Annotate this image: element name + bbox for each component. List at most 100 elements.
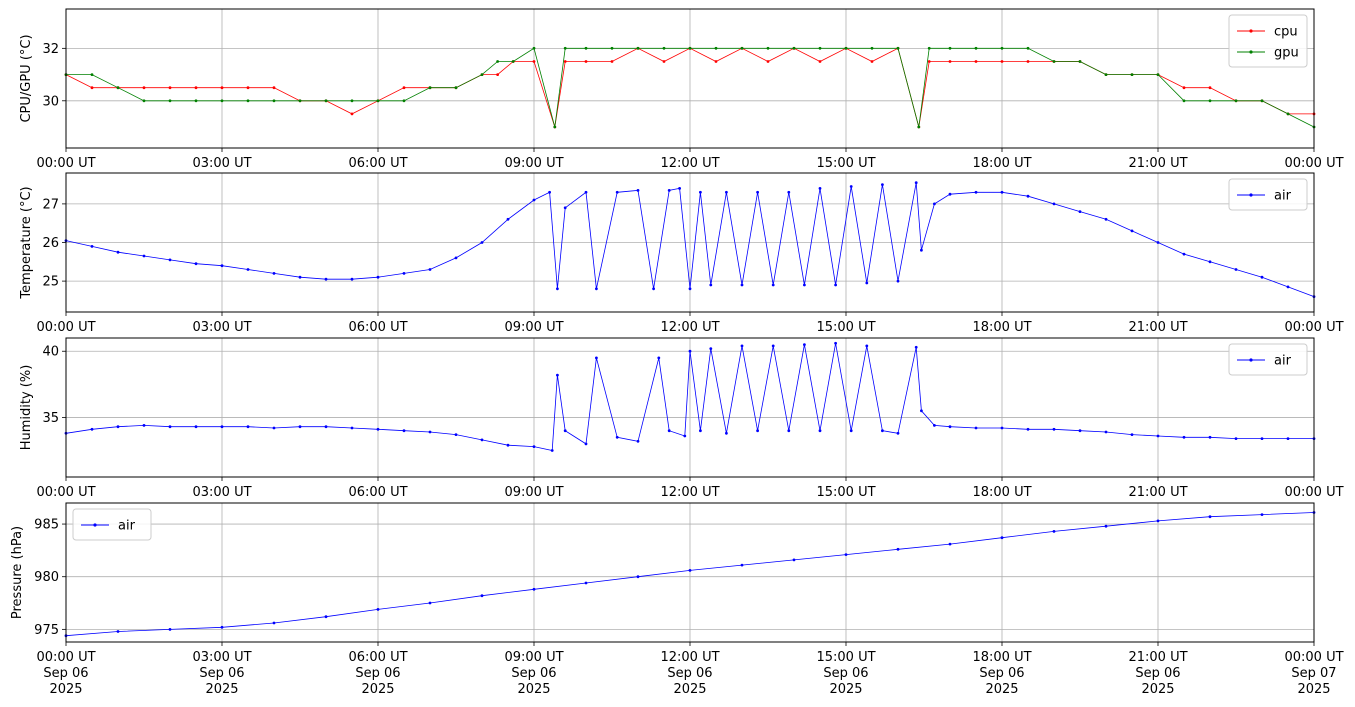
- data-point: [834, 283, 837, 287]
- data-point: [1208, 435, 1212, 439]
- data-point: [1156, 434, 1160, 438]
- data-point: [90, 245, 94, 248]
- data-point: [1156, 73, 1160, 76]
- data-point: [402, 429, 406, 433]
- data-point: [803, 343, 806, 346]
- chart-panel-3: 00:00 UT 03:00 UT 06:00 UT 09:00 UT 12:00 UT…: [19, 337, 1344, 500]
- data-point: [834, 341, 837, 345]
- data-point: [652, 287, 655, 291]
- data-point: [615, 435, 619, 439]
- data-point: [1052, 202, 1056, 206]
- x-tick-label: 21:00 UT: [1128, 320, 1187, 335]
- x-tick-label: 09:00 UT Sep 06 2025: [504, 650, 563, 697]
- data-point: [511, 60, 515, 63]
- data-point: [556, 373, 559, 377]
- data-point: [324, 425, 328, 429]
- y-tick-label: 27: [42, 197, 59, 212]
- y-axis-label: Temperature (°C): [19, 186, 34, 299]
- data-point: [116, 425, 120, 429]
- data-point: [818, 46, 822, 50]
- data-point: [584, 46, 588, 50]
- data-point: [584, 190, 588, 194]
- data-point: [324, 99, 328, 103]
- x-tick-label: 00:00 UT: [1284, 320, 1343, 335]
- data-point: [324, 277, 328, 281]
- data-point: [766, 60, 770, 63]
- data-point: [818, 60, 822, 63]
- data-point: [246, 99, 250, 103]
- y-axis-label: Pressure (hPa): [10, 526, 25, 619]
- data-point: [563, 60, 567, 63]
- data-point: [636, 439, 640, 443]
- data-point: [948, 46, 952, 50]
- x-tick-label: 06:00 UT: [348, 156, 407, 171]
- data-point: [636, 575, 640, 579]
- data-point: [917, 125, 921, 129]
- data-point: [272, 86, 276, 90]
- chart-panel-4: 00:00 UT Sep 06 2025 03:00 UT Sep 06 2025 06:0…: [10, 502, 1344, 697]
- data-point: [553, 125, 557, 129]
- data-point: [194, 262, 198, 266]
- data-point: [896, 431, 900, 435]
- y-tick-label: 985: [34, 518, 59, 533]
- data-point: [1208, 86, 1212, 90]
- data-point: [610, 60, 614, 63]
- data-point: [756, 190, 759, 194]
- legend-marker-gpu: [1249, 50, 1253, 54]
- legend-label-air: air: [118, 519, 136, 534]
- x-tick-label: 12:00 UT: [660, 485, 719, 500]
- data-point: [849, 429, 853, 433]
- data-point: [194, 99, 198, 103]
- data-point: [272, 621, 276, 625]
- x-tick-label: 15:00 UT: [816, 156, 875, 171]
- data-point: [1182, 252, 1186, 256]
- data-point: [220, 425, 224, 429]
- data-point: [1156, 241, 1160, 244]
- data-point: [699, 429, 702, 433]
- data-point: [563, 46, 567, 50]
- data-point: [1286, 437, 1290, 440]
- data-point: [532, 445, 536, 448]
- legend: air: [1228, 343, 1308, 376]
- data-point: [116, 86, 120, 90]
- data-point: [870, 46, 874, 50]
- data-point: [974, 60, 978, 63]
- data-point: [506, 217, 510, 221]
- data-point: [766, 46, 770, 50]
- data-point: [688, 569, 692, 572]
- data-point: [1104, 217, 1108, 221]
- data-point: [740, 344, 744, 348]
- legend-box: [1228, 343, 1308, 376]
- x-tick-label: 21:00 UT: [1128, 156, 1187, 171]
- data-point: [454, 86, 458, 90]
- data-point: [350, 99, 354, 103]
- data-point: [662, 60, 666, 63]
- legend-box: [1228, 14, 1308, 68]
- data-point: [168, 628, 172, 631]
- x-tick-label: 18:00 UT: [972, 320, 1031, 335]
- x-tick-label: 21:00 UT: [1128, 485, 1187, 500]
- data-point: [1052, 60, 1056, 63]
- data-point: [142, 86, 146, 90]
- x-tick-label: 03:00 UT Sep 06 2025: [192, 650, 251, 697]
- data-point: [428, 268, 432, 271]
- series-line-air: [65, 343, 1314, 451]
- data-point: [1026, 194, 1030, 198]
- y-tick-label: 980: [34, 570, 59, 585]
- data-point: [506, 443, 510, 447]
- data-point: [948, 192, 952, 196]
- data-point: [298, 425, 302, 429]
- data-point: [657, 356, 661, 360]
- data-point: [725, 190, 728, 194]
- data-point: [298, 99, 302, 103]
- data-point: [584, 60, 588, 63]
- data-point: [142, 99, 146, 103]
- data-point: [1026, 46, 1030, 50]
- data-point: [1286, 112, 1290, 116]
- data-point: [870, 60, 874, 63]
- x-tick-label: 00:00 UT: [36, 156, 95, 171]
- data-point: [1234, 437, 1238, 440]
- legend-marker-air: [1249, 193, 1253, 197]
- data-point: [220, 264, 224, 268]
- chart-panel-2: 00:00 UT 03:00 UT 06:00 UT 09:00 UT 12:00 UT…: [19, 172, 1344, 335]
